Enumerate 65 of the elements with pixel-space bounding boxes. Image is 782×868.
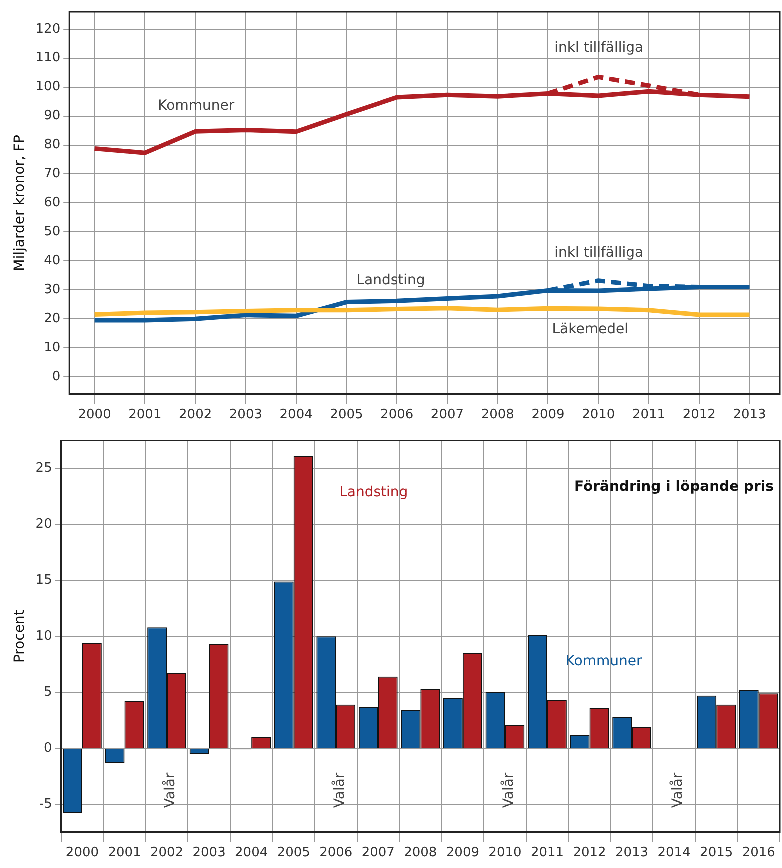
y-tick-label: 90 <box>44 108 61 124</box>
annotation: Valår <box>500 772 517 808</box>
x-tick-label: 2000 <box>66 846 100 861</box>
y-tick-label: 120 <box>36 22 61 37</box>
y-tick-label: 60 <box>44 196 61 211</box>
series-label: Kommuner <box>566 653 642 670</box>
x-tick-label: 2007 <box>362 846 395 861</box>
x-tick-label: 2012 <box>573 846 606 861</box>
x-tick-label: 2012 <box>682 408 716 423</box>
series-label: Läkemedel <box>552 322 628 338</box>
y-tick-label: 40 <box>44 254 61 269</box>
x-tick-label: 2015 <box>700 846 734 861</box>
x-tick-label: 2001 <box>108 846 142 861</box>
y-tick-label: 20 <box>36 517 52 532</box>
x-tick-label: 2008 <box>481 408 514 423</box>
y-tick-label: 10 <box>44 340 61 356</box>
series-label: Landsting <box>340 484 408 500</box>
y-axis-title: Procent <box>12 610 28 664</box>
x-tick-label: 2000 <box>78 408 112 423</box>
x-tick-label: 2005 <box>330 408 364 423</box>
text: inkl tillfälliga <box>554 40 644 56</box>
y-tick-label: 20 <box>44 311 61 326</box>
annotation: Valår <box>668 772 686 808</box>
y-tick-label: 25 <box>36 461 52 476</box>
y-tick-label: 0 <box>52 369 61 384</box>
x-tick-label: 2007 <box>430 408 464 423</box>
x-tick-label: 2009 <box>532 408 565 423</box>
x-tick-label: 2003 <box>229 408 262 423</box>
y-tick-label: 30 <box>44 282 61 298</box>
series-label: Kommuner <box>158 98 235 114</box>
y-tick-label: 10 <box>36 628 52 644</box>
x-tick-label: 2014 <box>658 846 691 861</box>
text: Förändring i löpande pris <box>574 478 774 495</box>
y-tick-label: 5 <box>44 684 52 700</box>
y-tick-label: 50 <box>44 224 61 240</box>
x-tick-label: 2010 <box>488 846 522 861</box>
x-tick-label: 2004 <box>280 408 313 423</box>
annotation: Valår <box>330 772 348 808</box>
x-tick-label: 2011 <box>530 846 564 861</box>
x-tick-label: 2013 <box>733 408 766 423</box>
x-tick-label: 2006 <box>320 846 353 861</box>
x-tick-label: 2009 <box>446 846 480 861</box>
y-tick-label: 100 <box>36 80 61 95</box>
y-tick-label: -5 <box>39 796 52 812</box>
x-tick-label: 2006 <box>380 408 414 423</box>
y-tick-label: 70 <box>44 166 61 182</box>
y-tick-label: 80 <box>44 138 61 153</box>
series-label: Landsting <box>356 272 426 288</box>
x-tick-label: 2013 <box>615 846 649 861</box>
x-tick-label: 2008 <box>404 846 438 861</box>
x-tick-label: 2003 <box>192 846 226 861</box>
x-tick-label: 2004 <box>235 846 268 861</box>
annotation: Valår <box>162 772 179 808</box>
x-tick-label: 2002 <box>179 408 212 423</box>
x-tick-label: 2005 <box>277 846 310 861</box>
x-tick-label: 2016 <box>742 846 776 861</box>
y-tick-label: 15 <box>36 573 52 588</box>
series-label: inkl tillfälliga <box>554 244 644 261</box>
x-tick-label: 2001 <box>128 408 162 423</box>
x-tick-label: 2011 <box>632 408 666 423</box>
x-tick-label: 2002 <box>150 846 184 861</box>
y-tick-label: 110 <box>36 50 61 66</box>
x-tick-label: 2010 <box>582 408 616 423</box>
y-tick-label: 0 <box>44 740 52 756</box>
y-axis-title: Miljarder kronor, FP <box>12 135 28 272</box>
